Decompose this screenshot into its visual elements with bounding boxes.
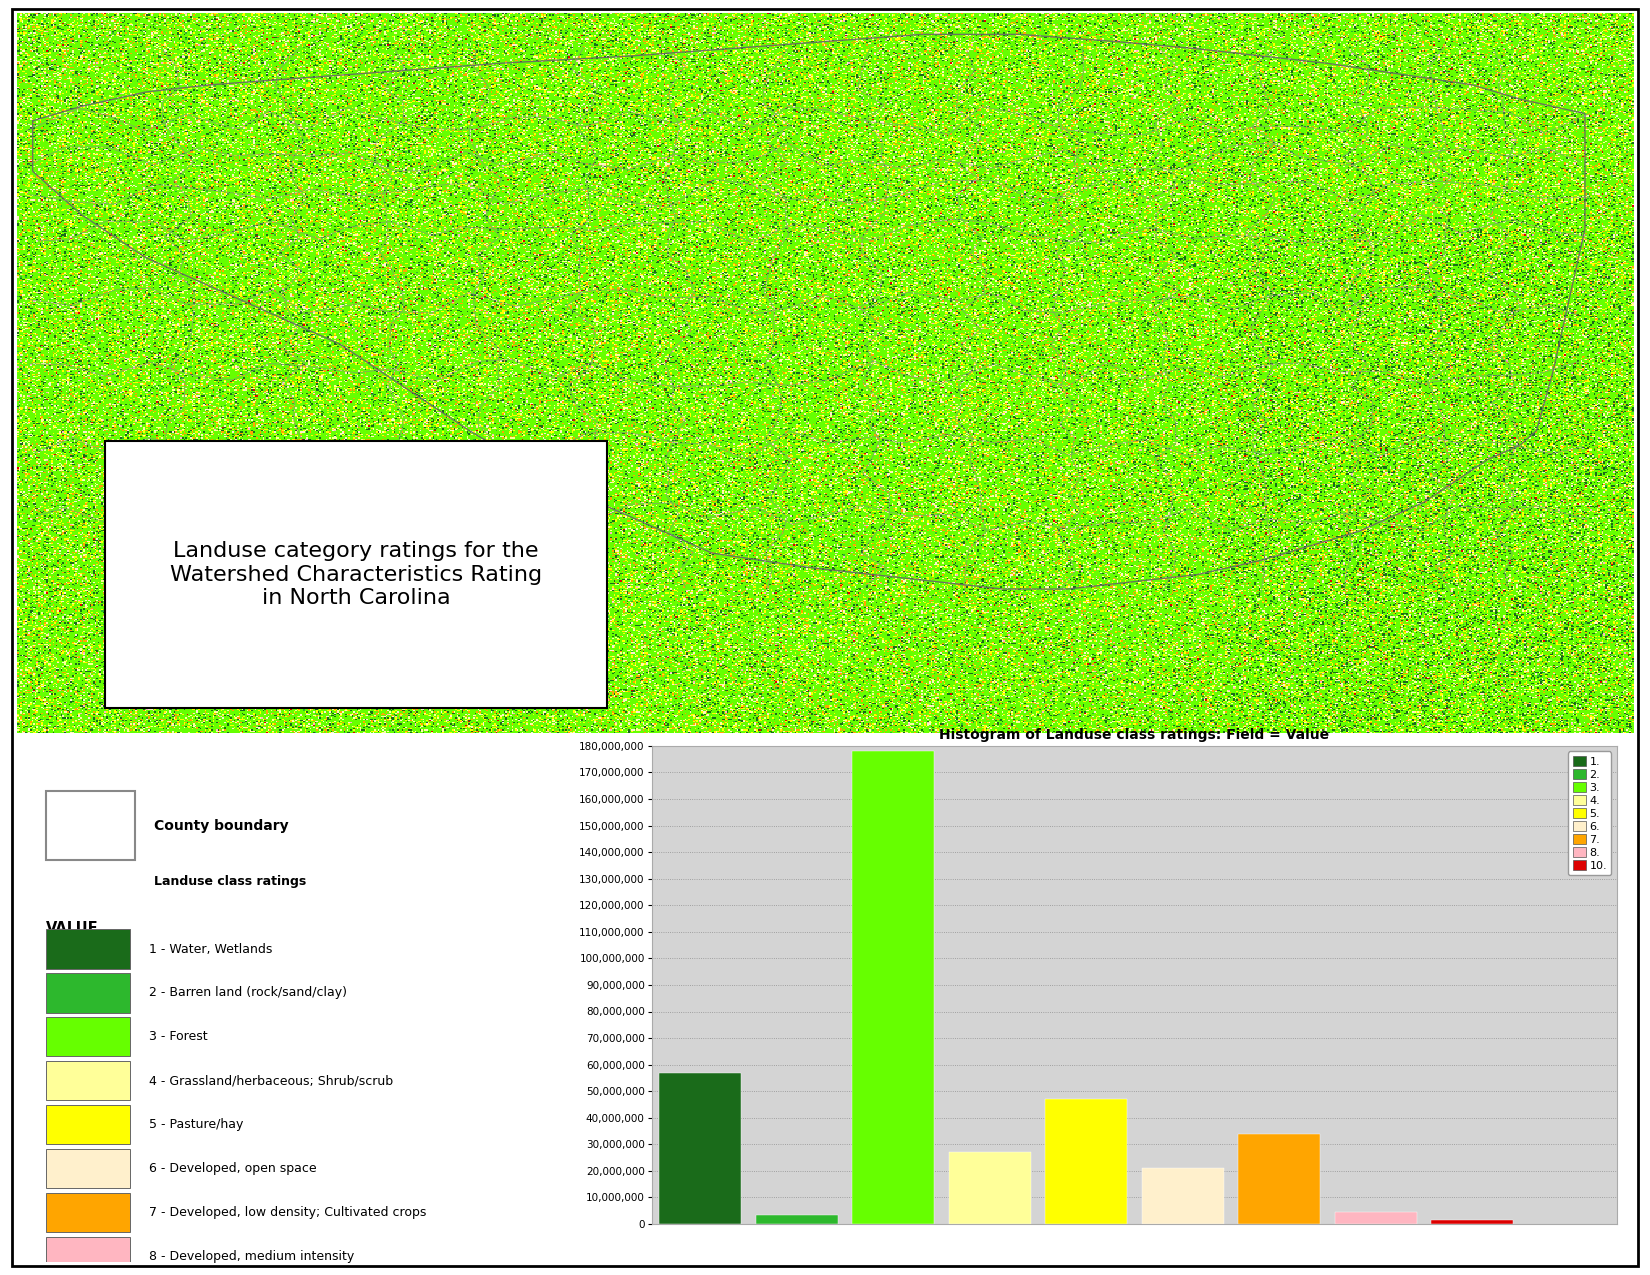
Bar (46, 1149, 130, 1188)
Bar (46, 973, 130, 1012)
Bar (1431, 1220, 1513, 1224)
Bar (756, 1215, 838, 1224)
Bar (658, 1072, 741, 1224)
Bar (1044, 1099, 1127, 1224)
Text: 8 - Developed, medium intensity: 8 - Developed, medium intensity (148, 1250, 355, 1264)
Bar (46, 929, 130, 969)
Title: Histogram of Landuse class ratings: Field = Value: Histogram of Landuse class ratings: Fiel… (939, 728, 1330, 742)
Text: 1 - Water, Wetlands: 1 - Water, Wetlands (148, 942, 272, 955)
Bar (46, 1237, 130, 1275)
Legend: 1., 2., 3., 4., 5., 6., 7., 8., 10.: 1., 2., 3., 4., 5., 6., 7., 8., 10. (1568, 751, 1612, 875)
Bar (46, 1105, 130, 1144)
Bar (46, 1193, 130, 1232)
Text: 6 - Developed, open space: 6 - Developed, open space (148, 1162, 317, 1176)
Bar (851, 751, 934, 1224)
Text: Landuse class ratings: Landuse class ratings (153, 875, 307, 887)
Bar (46, 1061, 130, 1100)
Text: 3 - Forest: 3 - Forest (148, 1030, 208, 1043)
Bar (46, 1017, 130, 1057)
Text: 7 - Developed, low density; Cultivated crops: 7 - Developed, low density; Cultivated c… (148, 1206, 426, 1219)
Bar (46, 792, 135, 861)
Text: Landuse category ratings for the
Watershed Characteristics Rating
in North Carol: Landuse category ratings for the Watersh… (170, 542, 543, 608)
Text: VALUE: VALUE (46, 922, 99, 936)
Bar (1335, 1213, 1417, 1224)
Text: 2 - Barren land (rock/sand/clay): 2 - Barren land (rock/sand/clay) (148, 987, 346, 1000)
Text: 4 - Grassland/herbaceous; Shrub/scrub: 4 - Grassland/herbaceous; Shrub/scrub (148, 1075, 393, 1088)
Text: County boundary: County boundary (153, 819, 289, 833)
Text: 5 - Pasture/hay: 5 - Pasture/hay (148, 1118, 244, 1131)
FancyBboxPatch shape (106, 441, 607, 708)
Bar (949, 1153, 1031, 1224)
Bar (1142, 1168, 1224, 1224)
Bar (1238, 1133, 1320, 1224)
